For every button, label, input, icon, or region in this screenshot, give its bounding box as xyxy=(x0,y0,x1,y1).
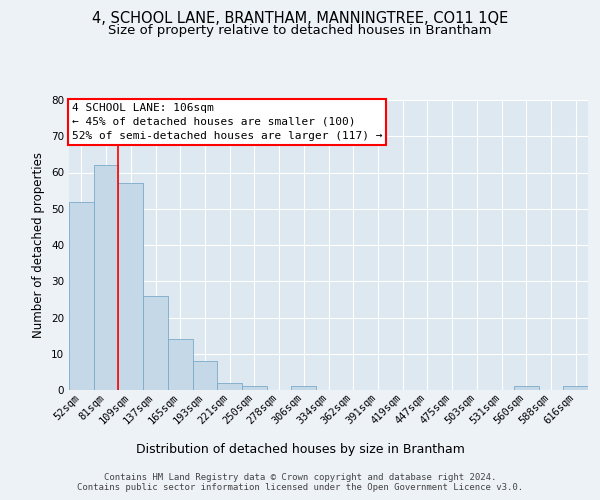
Text: Size of property relative to detached houses in Brantham: Size of property relative to detached ho… xyxy=(108,24,492,37)
Bar xyxy=(217,383,242,390)
Bar xyxy=(292,386,316,390)
Bar xyxy=(193,361,217,390)
Text: 4, SCHOOL LANE, BRANTHAM, MANNINGTREE, CO11 1QE: 4, SCHOOL LANE, BRANTHAM, MANNINGTREE, C… xyxy=(92,11,508,26)
Text: Contains HM Land Registry data © Crown copyright and database right 2024.
Contai: Contains HM Land Registry data © Crown c… xyxy=(77,472,523,492)
Bar xyxy=(168,339,193,390)
Bar xyxy=(69,202,94,390)
Bar xyxy=(514,386,539,390)
Bar xyxy=(143,296,168,390)
Text: Distribution of detached houses by size in Brantham: Distribution of detached houses by size … xyxy=(136,442,464,456)
Bar xyxy=(118,184,143,390)
Bar xyxy=(94,165,118,390)
Y-axis label: Number of detached properties: Number of detached properties xyxy=(32,152,46,338)
Bar xyxy=(563,386,588,390)
Bar xyxy=(242,386,267,390)
Text: 4 SCHOOL LANE: 106sqm
← 45% of detached houses are smaller (100)
52% of semi-det: 4 SCHOOL LANE: 106sqm ← 45% of detached … xyxy=(71,103,382,141)
